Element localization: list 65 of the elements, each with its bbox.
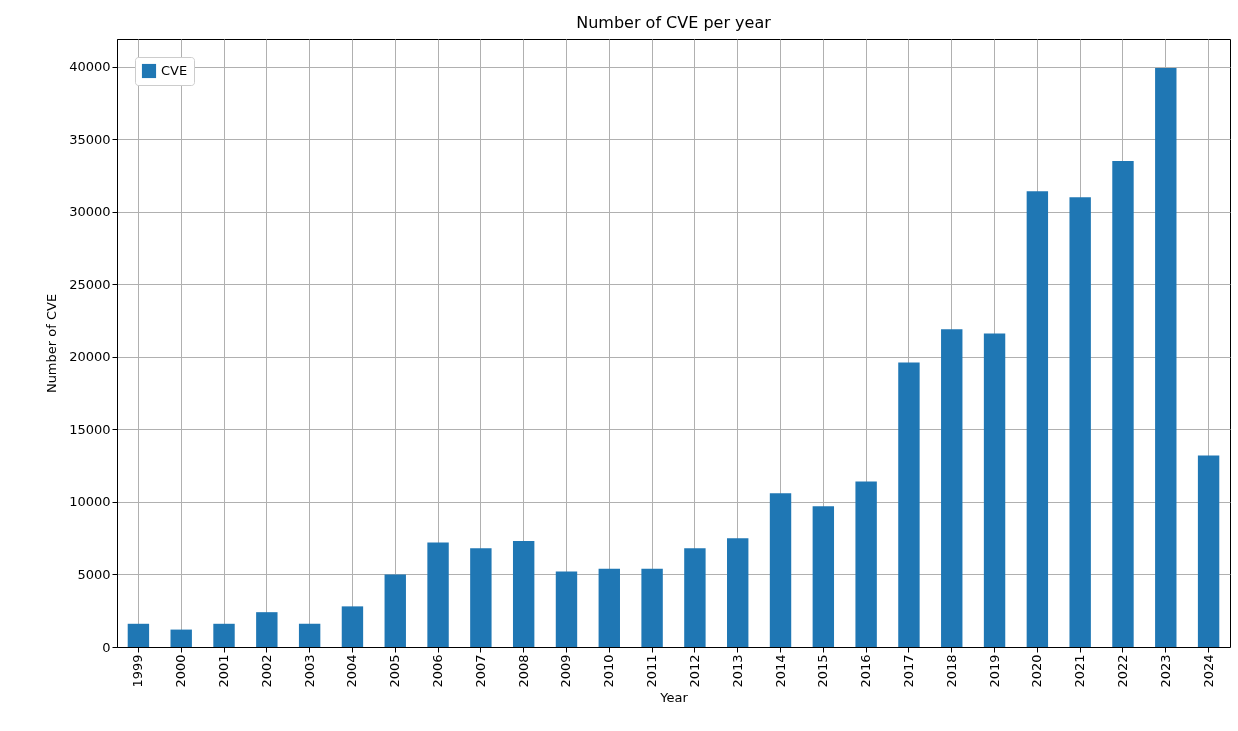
bar bbox=[598, 568, 620, 647]
y-tick-label: 35000 bbox=[69, 131, 111, 147]
x-tick-label: 2013 bbox=[729, 654, 745, 688]
y-tick-label: 5000 bbox=[77, 566, 111, 582]
x-tick-label: 2015 bbox=[815, 654, 831, 688]
x-tick-label: 2021 bbox=[1072, 654, 1088, 688]
bar bbox=[1069, 197, 1091, 647]
x-tick-label: 2003 bbox=[301, 654, 317, 688]
bar bbox=[341, 606, 364, 647]
x-tick-label: 2022 bbox=[1114, 654, 1130, 688]
bar bbox=[298, 623, 321, 647]
chart-title: Number of CVE per year bbox=[576, 13, 772, 32]
y-tick-label: 30000 bbox=[69, 204, 111, 220]
bar bbox=[384, 574, 406, 647]
bar bbox=[941, 329, 963, 647]
x-tick-label: 2018 bbox=[943, 654, 959, 688]
bar bbox=[1112, 160, 1134, 647]
x-tick-label: 2023 bbox=[1157, 654, 1173, 688]
bar bbox=[983, 333, 1006, 647]
x-axis-title: Year bbox=[659, 689, 689, 705]
x-tick-label: 2010 bbox=[601, 654, 617, 688]
bar bbox=[555, 571, 578, 647]
bar bbox=[684, 548, 706, 647]
x-tick-label: 2020 bbox=[1029, 654, 1045, 688]
y-tick-label: 40000 bbox=[69, 59, 111, 75]
y-tick-label: 20000 bbox=[69, 349, 111, 365]
bar bbox=[1155, 68, 1177, 647]
y-axis-title: Number of CVE bbox=[44, 293, 60, 394]
x-tick-label: 2000 bbox=[173, 654, 189, 688]
bar bbox=[170, 629, 192, 647]
y-tick-label: 25000 bbox=[69, 276, 111, 292]
bar bbox=[812, 506, 835, 647]
bar bbox=[727, 538, 749, 647]
bar bbox=[470, 548, 492, 647]
bar bbox=[769, 493, 792, 647]
bar bbox=[127, 623, 150, 647]
x-tick-label: 2012 bbox=[686, 654, 702, 688]
bar bbox=[641, 568, 663, 647]
bar bbox=[427, 542, 449, 647]
bar bbox=[1026, 191, 1049, 647]
x-tick-label: 2006 bbox=[430, 654, 446, 688]
y-tick-label: 15000 bbox=[69, 421, 111, 437]
bar bbox=[1197, 455, 1220, 647]
x-tick-label: 2001 bbox=[216, 654, 232, 688]
bar bbox=[898, 362, 920, 647]
x-tick-label: 1999 bbox=[130, 654, 146, 688]
y-tick-label: 0 bbox=[102, 639, 111, 655]
x-tick-label: 2004 bbox=[344, 654, 360, 688]
x-tick-label: 2017 bbox=[900, 654, 916, 688]
x-tick-label: 2011 bbox=[644, 654, 660, 688]
x-tick-label: 2008 bbox=[515, 654, 531, 688]
x-tick-label: 2007 bbox=[472, 654, 488, 688]
x-tick-label: 2005 bbox=[387, 654, 403, 688]
bar bbox=[855, 481, 877, 647]
bar bbox=[213, 623, 235, 647]
legend-label: CVE bbox=[161, 63, 188, 78]
x-tick-label: 2016 bbox=[858, 654, 874, 688]
x-tick-label: 2024 bbox=[1200, 654, 1216, 688]
x-tick-label: 2014 bbox=[772, 654, 788, 688]
bar bbox=[256, 612, 278, 647]
x-tick-label: 2009 bbox=[558, 654, 574, 688]
x-tick-label: 2019 bbox=[986, 654, 1002, 688]
y-tick-label: 10000 bbox=[69, 494, 111, 510]
x-tick-label: 2002 bbox=[258, 654, 274, 688]
bar bbox=[512, 541, 535, 647]
